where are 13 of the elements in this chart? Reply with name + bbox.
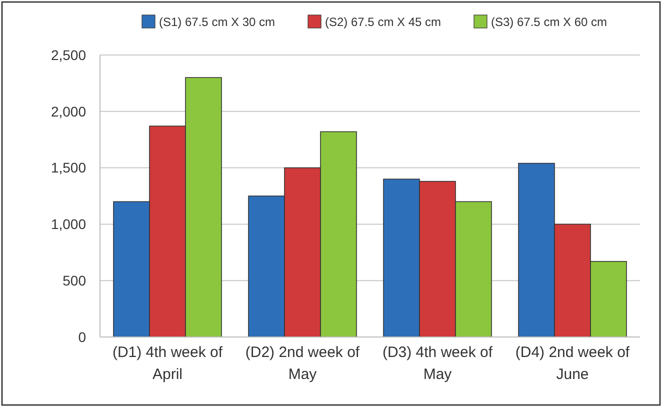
legend-label: (S1) 67.5 cm X 30 cm	[159, 15, 276, 30]
y-tick-label: 2,500	[50, 46, 86, 63]
y-tick-label: 1,500	[50, 160, 86, 176]
legend-label: (S2) 67.5 cm X 45 cm	[325, 15, 442, 30]
y-tick-label: 0	[78, 328, 86, 345]
y-tick-label: 2,000	[50, 103, 86, 120]
x-tick-label: (D1) 4th week of April	[112, 344, 224, 383]
x-tick-label: (D3) 4th week of May	[382, 344, 494, 383]
x-tick-label: (D4) 2nd week of June	[515, 344, 630, 383]
y-tick-label: 1,000	[50, 216, 86, 232]
legend-label: (S3) 67.5 cm X 60 cm	[491, 15, 608, 30]
x-tick-label: (D2) 2nd week of May	[245, 344, 360, 383]
y-tick-label: 500	[62, 272, 86, 288]
